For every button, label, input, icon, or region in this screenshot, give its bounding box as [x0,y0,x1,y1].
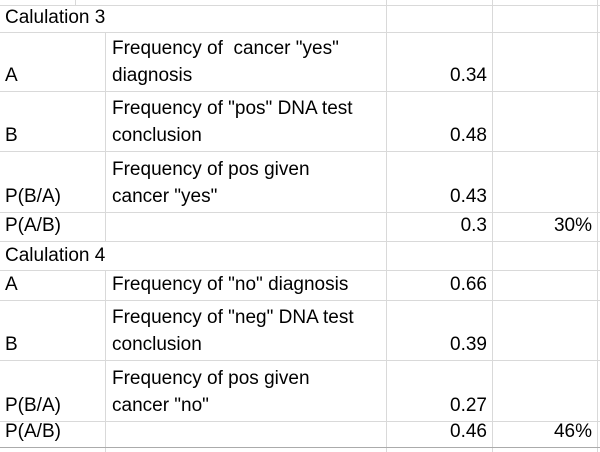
value-cell[interactable]: 0.66 [387,271,493,300]
partial-cell [0,448,106,452]
value-cell[interactable]: 0.46 [387,422,493,447]
section-title-row-calc4: Calulation 4 [0,242,600,271]
percent-cell[interactable]: 30% [493,213,598,241]
description-cell[interactable]: Frequency of "pos" DNA test conclusion [106,92,387,151]
label-cell[interactable]: P(B/A) [0,152,106,212]
description-cell[interactable]: Frequency of cancer "yes" diagnosis [106,33,387,91]
table-row-calc3-a: A Frequency of cancer "yes" diagnosis 0.… [0,33,600,92]
table-row-calc4-a: A Frequency of "no" diagnosis 0.66 [0,271,600,301]
table-row-calc3-pba: P(B/A) Frequency of pos given cancer "ye… [0,152,600,213]
percent-cell[interactable] [493,242,598,270]
partial-cell [387,448,493,452]
value-cell[interactable]: 0.27 [387,361,493,421]
label-cell[interactable]: P(A/B) [0,213,106,241]
label-cell[interactable]: P(B/A) [0,361,106,421]
value-cell[interactable]: 0.48 [387,92,493,151]
section-title-cell[interactable]: Calulation 3 [0,6,387,32]
table-row-calc4-pab: P(A/B) 0.46 46% [0,422,600,448]
label-cell[interactable]: B [0,301,106,360]
label-cell[interactable]: B [0,92,106,151]
description-cell[interactable] [106,422,387,447]
table-row-calc3-b: B Frequency of "pos" DNA test conclusion… [0,92,600,152]
label-cell[interactable]: A [0,33,106,91]
value-cell[interactable]: 0.43 [387,152,493,212]
partial-cell [493,448,598,452]
percent-cell[interactable] [493,152,598,212]
partial-cell [106,448,387,452]
partial-cell [493,0,598,5]
table-row-calc3-pab: P(A/B) 0.3 30% [0,213,600,242]
percent-cell[interactable] [493,92,598,151]
percent-cell[interactable] [493,361,598,421]
value-cell[interactable]: 0.34 [387,33,493,91]
value-cell[interactable]: 0.39 [387,301,493,360]
value-cell[interactable] [387,242,493,270]
description-cell[interactable]: Frequency of pos given cancer "yes" [106,152,387,212]
partial-cell [387,0,493,5]
percent-cell[interactable] [493,271,598,300]
table-row-calc4-b: B Frequency of "neg" DNA test conclusion… [0,301,600,361]
label-cell[interactable]: A [0,271,106,300]
partial-row-top [0,0,600,6]
percent-cell[interactable] [493,301,598,360]
label-cell[interactable]: P(A/B) [0,422,106,447]
value-cell[interactable] [387,6,493,32]
partial-cell [0,0,76,5]
description-cell[interactable]: Frequency of "no" diagnosis [106,271,387,300]
partial-cell [76,0,387,5]
description-cell[interactable]: Frequency of pos given cancer "no" [106,361,387,421]
description-cell[interactable]: Frequency of "neg" DNA test conclusion [106,301,387,360]
percent-cell[interactable] [493,33,598,91]
percent-cell[interactable]: 46% [493,422,598,447]
partial-row-bottom [0,448,600,452]
section-title-cell[interactable]: Calulation 4 [0,242,387,270]
table-row-calc4-pba: P(B/A) Frequency of pos given cancer "no… [0,361,600,422]
percent-cell[interactable] [493,6,598,32]
section-title-row-calc3: Calulation 3 [0,6,600,33]
description-cell[interactable] [106,213,387,241]
value-cell[interactable]: 0.3 [387,213,493,241]
